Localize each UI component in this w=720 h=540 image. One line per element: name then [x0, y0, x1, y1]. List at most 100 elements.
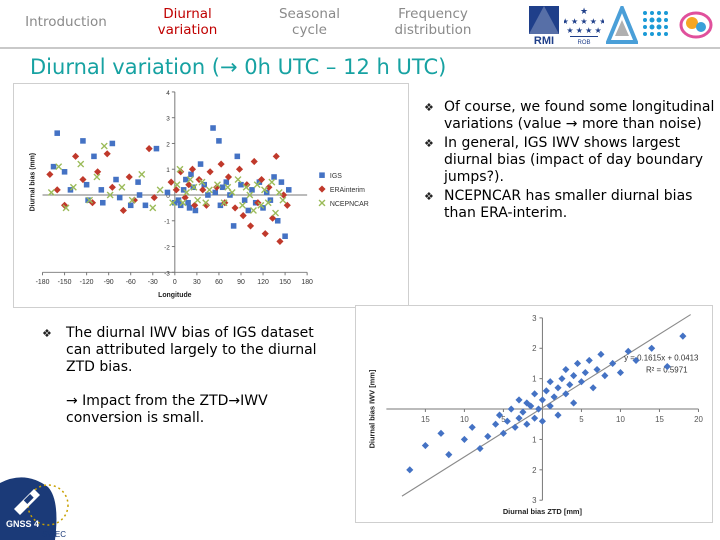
data-point [246, 191, 254, 199]
data-point [173, 181, 181, 189]
legend-marker [318, 185, 326, 193]
data-point [136, 192, 143, 198]
y-tick-label: 3 [532, 496, 537, 505]
rob-logo: ★ ★ ★ ★ ★ ★ ★ ★ ★ ★ ROB [564, 6, 604, 46]
data-point [562, 365, 570, 374]
data-point [206, 168, 214, 176]
x-tick-label: 0 [173, 279, 177, 286]
data-point [109, 140, 116, 147]
data-point [527, 402, 535, 410]
legend-marker [319, 172, 325, 178]
tab-diurnal-variation[interactable]: Diurnal variation [140, 0, 235, 44]
data-point [188, 171, 194, 178]
data-point [119, 206, 127, 215]
tab-seasonal-cycle[interactable]: Seasonal cycle [262, 0, 357, 44]
y-tick-label: 2 [532, 466, 536, 475]
data-point [93, 173, 101, 181]
data-point [445, 451, 453, 459]
data-point [257, 201, 265, 209]
gnss4swec-logo: GNSS 4 SWEC [0, 477, 69, 540]
right-bullet-list: ❖ Of course, we found some longitudinal v… [420, 99, 720, 224]
trendline-equation: y = 0.1615x + 0.0413 [624, 353, 699, 362]
data-point [257, 175, 266, 184]
data-point [85, 197, 91, 203]
data-point [503, 417, 511, 425]
x-tick-label: 5 [501, 415, 506, 424]
data-point [186, 205, 193, 211]
x-tick-label: -150 [58, 279, 72, 286]
data-point [69, 183, 77, 191]
data-point [581, 369, 589, 377]
data-point [437, 429, 445, 437]
data-point [271, 174, 277, 180]
x-tick-label: 5 [579, 415, 584, 424]
data-point [216, 138, 222, 144]
data-point [219, 184, 226, 191]
left-sub-text: → Impact from the ZTD→IWV conversion is … [42, 393, 342, 427]
data-point [276, 237, 284, 245]
data-point [484, 432, 492, 440]
data-point [156, 186, 164, 194]
x-axis-title: Longitude [158, 292, 192, 299]
data-point [250, 157, 258, 166]
data-point [127, 202, 134, 209]
nav-divider [0, 47, 720, 49]
data-point [246, 222, 255, 230]
data-point [495, 411, 504, 419]
rmi-logo: RMI [529, 6, 559, 46]
data-point [679, 332, 687, 340]
tab-introduction-label: Introduction [25, 14, 107, 30]
data-point [511, 423, 519, 431]
data-point [125, 173, 133, 181]
impact-note: → Impact from the ZTD→IWV conversion is … [66, 393, 268, 426]
data-point [108, 183, 116, 191]
data-point [185, 199, 191, 206]
data-point [264, 199, 272, 207]
data-point [183, 176, 189, 183]
data-point [279, 196, 287, 204]
svg-text:★ ★ ★ ★: ★ ★ ★ ★ [566, 26, 601, 35]
data-point [245, 207, 252, 214]
data-point [106, 191, 114, 199]
top-navigation: Introduction Diurnal variation Seasonal … [0, 0, 720, 52]
x-tick-label: -120 [80, 279, 94, 286]
data-point [570, 399, 578, 407]
y-axis-title: Diurnal bias (mm) [30, 153, 37, 211]
bullet-item: ❖ Of course, we found some longitudinal v… [420, 99, 720, 133]
data-point [210, 125, 216, 131]
tab-frequency-distribution[interactable]: Frequency distribution [378, 0, 488, 44]
data-point [460, 435, 468, 443]
data-point [534, 405, 543, 413]
bullet-icon: ❖ [424, 137, 434, 150]
data-point [217, 160, 225, 168]
longitude-scatter-chart: -3 -2 -1 0 1 2 3 4 -180 -150 -120 -90 -60 -30 0 30 60 90 1… [13, 83, 409, 308]
data-point [135, 179, 141, 185]
data-point [250, 207, 257, 214]
x-tick-label: -30 [148, 279, 158, 286]
data-point [272, 152, 280, 160]
data-point [190, 183, 198, 191]
data-point [150, 194, 158, 202]
data-point [183, 188, 191, 196]
y-tick-label: 2 [166, 141, 170, 148]
data-point [523, 420, 531, 428]
data-point [274, 217, 281, 224]
data-point [77, 160, 85, 168]
data-point [202, 199, 210, 207]
data-point [176, 165, 184, 173]
data-point [241, 197, 248, 203]
data-point [275, 188, 283, 196]
rob-logo-text: ROB [577, 40, 590, 46]
gnss4-text: GNSS 4 [6, 519, 39, 529]
data-point [55, 163, 63, 171]
y-tick-label: 0 [166, 193, 170, 200]
tab-introduction[interactable]: Introduction [10, 0, 122, 44]
data-point [54, 130, 60, 136]
data-point [597, 350, 605, 358]
x-tick-label: -180 [36, 279, 50, 286]
tab-diurnal-variation-label: Diurnal variation [157, 6, 218, 38]
data-point [507, 405, 515, 413]
dots-logo [643, 11, 668, 36]
legend-label: NCEPNCAR [330, 201, 369, 208]
data-point [205, 192, 211, 198]
